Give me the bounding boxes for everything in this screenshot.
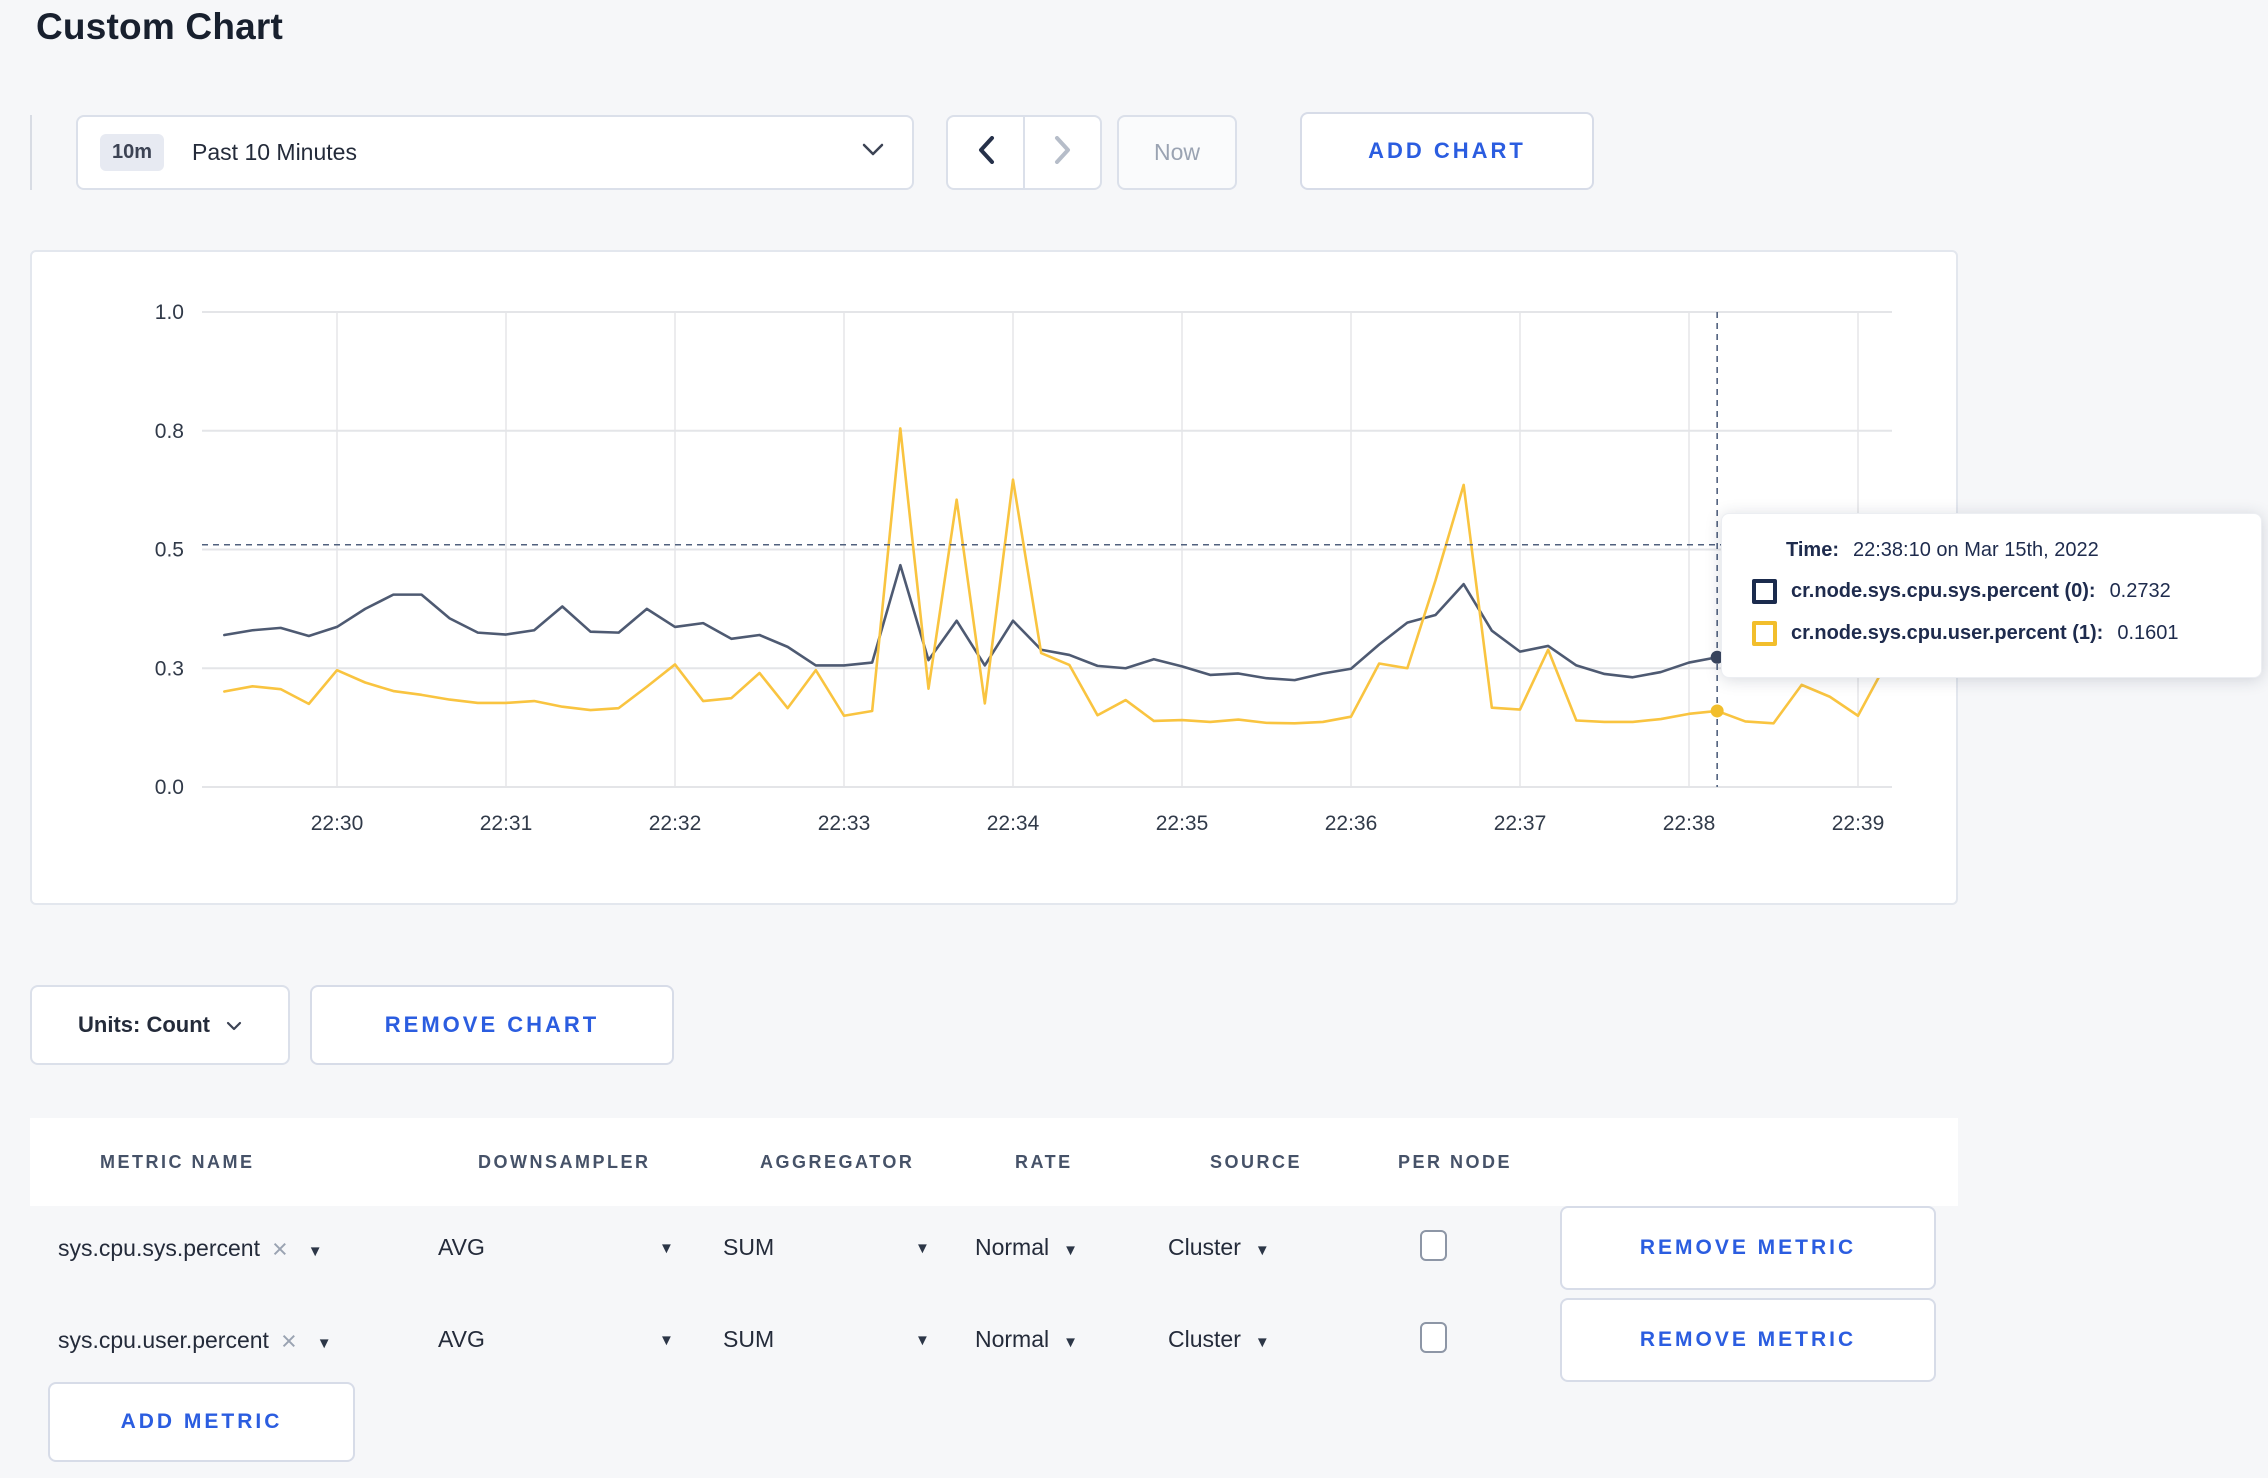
chevron-down-icon xyxy=(226,1012,242,1038)
dropdown-arrow-icon: ▼ xyxy=(1254,1242,1270,1259)
metric-name-select[interactable]: sys.cpu.user.percent × ▼ xyxy=(58,1326,332,1356)
now-button[interactable]: Now xyxy=(1117,115,1237,190)
dropdown-arrow-icon[interactable]: ▼ xyxy=(915,1332,930,1349)
rate-select[interactable]: Normal ▼ xyxy=(975,1326,1078,1352)
tooltip-series-user-value: 0.1601 xyxy=(2117,622,2179,644)
svg-text:22:31: 22:31 xyxy=(480,812,533,835)
svg-text:0.3: 0.3 xyxy=(155,657,184,680)
col-header-rate: RATE xyxy=(1015,1151,1073,1172)
tooltip-series-sys-name: cr.node.sys.cpu.sys.percent (0): xyxy=(1791,580,2096,602)
col-header-metric-name: METRIC NAME xyxy=(100,1151,255,1172)
series-user-swatch-icon xyxy=(1752,621,1777,646)
tooltip-time-label: Time: xyxy=(1786,539,1839,561)
time-window-label: Past 10 Minutes xyxy=(192,139,357,165)
dropdown-arrow-icon[interactable]: ▼ xyxy=(915,1240,930,1257)
add-chart-button[interactable]: ADD CHART xyxy=(1300,112,1594,190)
chevron-left-icon xyxy=(977,136,995,169)
series-sys-swatch-icon xyxy=(1752,579,1777,604)
chevron-down-icon xyxy=(862,143,884,162)
remove-metric-button[interactable]: REMOVE METRIC xyxy=(1560,1206,1936,1290)
remove-x-icon[interactable]: × xyxy=(280,1326,297,1356)
svg-text:22:30: 22:30 xyxy=(311,812,364,835)
dropdown-arrow-icon[interactable]: ▼ xyxy=(659,1240,674,1257)
dropdown-arrow-icon: ▼ xyxy=(316,1335,332,1352)
svg-text:22:32: 22:32 xyxy=(649,812,702,835)
tooltip-series-user-name: cr.node.sys.cpu.user.percent (1): xyxy=(1791,622,2104,644)
svg-text:22:37: 22:37 xyxy=(1494,812,1547,835)
source-select[interactable]: Cluster ▼ xyxy=(1168,1326,1270,1352)
svg-text:22:39: 22:39 xyxy=(1832,812,1885,835)
svg-text:0.8: 0.8 xyxy=(155,420,184,443)
col-header-source: SOURCE xyxy=(1210,1151,1303,1172)
col-header-per-node: PER NODE xyxy=(1398,1151,1513,1172)
time-window-selector[interactable]: 10m Past 10 Minutes xyxy=(76,115,914,190)
rate-select[interactable]: Normal ▼ xyxy=(975,1234,1078,1260)
remove-metric-button[interactable]: REMOVE METRIC xyxy=(1560,1298,1936,1382)
units-label: Units: Count xyxy=(78,1012,210,1037)
dropdown-arrow-icon[interactable]: ▼ xyxy=(659,1332,674,1349)
svg-text:22:36: 22:36 xyxy=(1325,812,1378,835)
downsampler-select[interactable]: AVG xyxy=(438,1326,485,1352)
dropdown-arrow-icon: ▼ xyxy=(1063,1242,1078,1259)
col-header-downsampler: DOWNSAMPLER xyxy=(478,1151,651,1172)
metrics-line-chart[interactable]: 22:30 22:31 22:32 22:33 22:34 22:35 22:36 22:37… xyxy=(32,252,1960,907)
prev-range-button[interactable] xyxy=(946,115,1024,190)
svg-text:0.5: 0.5 xyxy=(155,539,184,562)
dropdown-arrow-icon: ▼ xyxy=(1063,1334,1078,1351)
page-title: Custom Chart xyxy=(36,6,284,47)
time-window-badge: 10m xyxy=(100,134,165,171)
metric-name-select[interactable]: sys.cpu.sys.percent × ▼ xyxy=(58,1234,323,1264)
metrics-table-header: METRIC NAME DOWNSAMPLER AGGREGATOR RATE … xyxy=(30,1118,1958,1206)
aggregator-select[interactable]: SUM xyxy=(723,1326,775,1352)
toolbar-divider xyxy=(30,115,32,190)
tooltip-time-value: 22:38:10 on Mar 15th, 2022 xyxy=(1852,539,2099,561)
remove-x-icon[interactable]: × xyxy=(271,1234,288,1264)
remove-chart-button[interactable]: REMOVE CHART xyxy=(310,985,674,1065)
per-node-checkbox[interactable] xyxy=(1420,1322,1447,1353)
dropdown-arrow-icon: ▼ xyxy=(1254,1334,1270,1351)
units-dropdown[interactable]: Units: Count xyxy=(30,985,290,1065)
aggregator-select[interactable]: SUM xyxy=(723,1234,775,1260)
dropdown-arrow-icon: ▼ xyxy=(307,1243,323,1260)
per-node-checkbox[interactable] xyxy=(1420,1230,1447,1261)
svg-text:22:35: 22:35 xyxy=(1156,812,1209,835)
add-metric-button[interactable]: ADD METRIC xyxy=(48,1382,355,1462)
svg-text:0.0: 0.0 xyxy=(155,776,184,799)
source-select[interactable]: Cluster ▼ xyxy=(1168,1234,1270,1260)
time-range-nav xyxy=(946,115,1102,190)
svg-text:1.0: 1.0 xyxy=(155,301,184,324)
svg-text:22:34: 22:34 xyxy=(987,812,1040,835)
svg-text:22:33: 22:33 xyxy=(818,812,871,835)
chart-tooltip: Time: 22:38:10 on Mar 15th, 2022 cr.node… xyxy=(1721,513,2262,678)
downsampler-select[interactable]: AVG xyxy=(438,1234,485,1260)
chart-card: 22:30 22:31 22:32 22:33 22:34 22:35 22:36 22:37… xyxy=(30,250,1958,905)
tooltip-series-sys-value: 0.2732 xyxy=(2109,580,2171,602)
next-range-button[interactable] xyxy=(1024,115,1102,190)
svg-text:22:38: 22:38 xyxy=(1663,812,1716,835)
chevron-right-icon xyxy=(1054,136,1072,169)
col-header-aggregator: AGGREGATOR xyxy=(760,1151,915,1172)
